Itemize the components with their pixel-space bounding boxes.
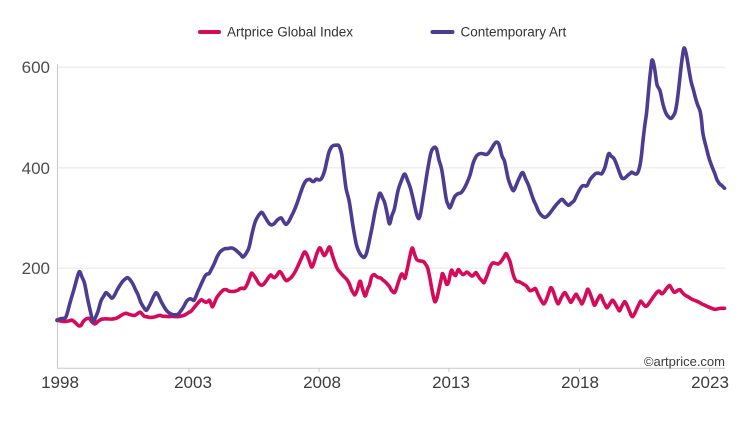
svg-text:2023: 2023 [691,373,729,392]
svg-text:400: 400 [22,159,50,178]
svg-text:600: 600 [22,58,50,77]
svg-text:2018: 2018 [561,373,599,392]
svg-text:200: 200 [22,259,50,278]
svg-text:©artprice.com: ©artprice.com [644,354,725,369]
svg-text:2003: 2003 [174,373,212,392]
svg-text:2013: 2013 [432,373,470,392]
svg-text:2008: 2008 [303,373,341,392]
svg-text:Artprice Global Index: Artprice Global Index [227,25,353,40]
svg-text:1998: 1998 [41,373,79,392]
svg-text:Contemporary Art: Contemporary Art [461,25,567,40]
